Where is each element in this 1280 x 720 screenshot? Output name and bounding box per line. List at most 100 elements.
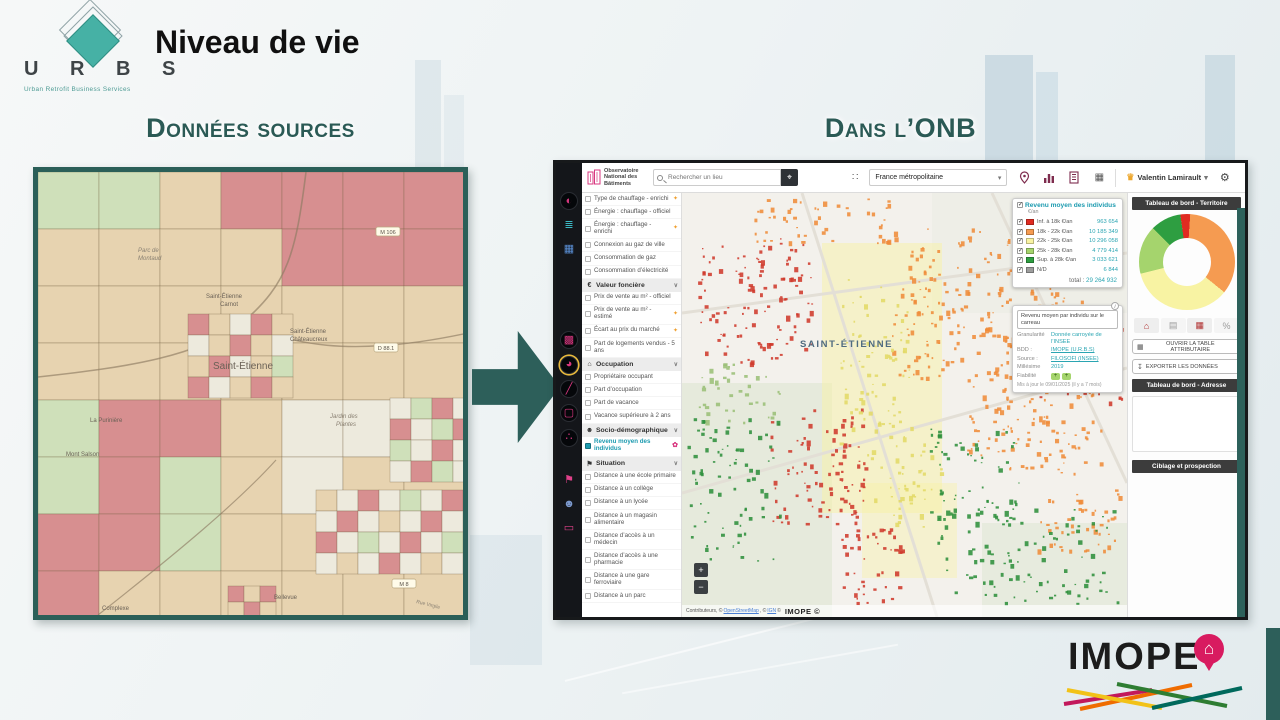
row-checkbox[interactable]: ✓ — [1017, 219, 1024, 226]
legend-row[interactable]: ✓ 25k - 28k €/an 4 779 414 — [1017, 247, 1118, 254]
select-area-icon[interactable]: ▢ — [560, 404, 578, 423]
compass-icon[interactable]: ◐ — [560, 192, 578, 211]
svg-text:D 88.1: D 88.1 — [378, 346, 394, 352]
imope-logo: IMOPE ⌂ — [1062, 634, 1257, 714]
layer-section[interactable]: ⌂ Occupation ∨ — [582, 358, 681, 372]
search-input[interactable] — [653, 169, 781, 186]
map-label: Complexe — [102, 606, 130, 612]
layer-item[interactable]: Distance à une école primaire — [582, 471, 681, 484]
map-label: Bellevue — [274, 595, 298, 601]
sparkle-icon: ✦ — [672, 310, 678, 317]
osm-link[interactable]: OpenStreetMap — [723, 608, 759, 614]
chevron-down-icon: ∨ — [673, 461, 678, 468]
layer-item[interactable]: Distance à un lycée — [582, 497, 681, 510]
geolocate-button[interactable]: ⌖ — [781, 169, 798, 186]
layer-item[interactable]: Consommation de gaz — [582, 252, 681, 266]
info-icon[interactable]: i — [1111, 302, 1119, 310]
layer-item[interactable]: Écart au prix du marché ✦ — [582, 325, 681, 338]
bar-chart-icon[interactable] — [1041, 170, 1057, 186]
layer-item[interactable]: Connexion au gaz de ville — [582, 239, 681, 253]
onb-map[interactable]: SAINT-ÉTIENNE ✓ Revenu moyen des individ… — [682, 193, 1127, 617]
address-dashboard-header: Tableau de bord - Adresse — [1132, 379, 1241, 392]
layer-item[interactable]: Vacance supérieure à 2 ans — [582, 410, 681, 424]
layer-item[interactable]: Part de logements vendus - 5 ans — [582, 338, 681, 359]
map-label: Saint-Étienne — [290, 328, 327, 335]
layer-item[interactable]: Prix de vente au m² - estimé ✦ — [582, 305, 681, 325]
legend-row[interactable]: ✓ N/D 6 844 — [1017, 267, 1118, 274]
layer-item-icon — [585, 536, 591, 543]
apps-icon[interactable]: ▦ — [563, 243, 575, 256]
layer-item-icon — [585, 593, 591, 600]
region-select[interactable]: France métropolitaine ▾ — [869, 169, 1008, 186]
onb-logo[interactable]: Observatoire National des Bâtiments — [587, 168, 649, 187]
city-label: SAINT-ÉTIENNE — [800, 339, 894, 350]
sparkle-icon: ✦ — [672, 225, 678, 232]
tab-table[interactable]: ▦ — [1187, 318, 1213, 333]
legend-row[interactable]: ✓ 18k - 22k €/an 10 185 349 — [1017, 228, 1118, 235]
bg-building — [985, 55, 1033, 163]
layer-item[interactable]: Distance d’accès à un médecin — [582, 530, 681, 551]
gear-icon[interactable]: ⚙ — [1219, 172, 1230, 184]
tab-buildings[interactable]: ▤ — [1160, 318, 1186, 333]
layer-item[interactable]: Part de vacance — [582, 397, 681, 411]
bg-building — [470, 535, 542, 665]
row-checkbox[interactable]: ✓ — [1017, 228, 1024, 235]
layer-section[interactable]: ☻ Socio-démographique ∨ — [582, 423, 681, 437]
apps-menu-icon[interactable]: ▦ — [1094, 172, 1105, 183]
metadata-row: Granularité Donnée carroyée de l’INSEE — [1017, 332, 1102, 345]
export-data-button[interactable]: ↧ EXPORTER LES DONNÉES — [1132, 359, 1241, 374]
layer-item[interactable]: Énergie : chauffage - enrichi ✦ — [582, 219, 681, 240]
layer-item[interactable]: Part d’occupation — [582, 384, 681, 398]
donut-tool-icon[interactable]: ◕ — [560, 355, 578, 374]
onb-topbar: Observatoire National des Bâtiments ⌖ ∷ … — [582, 163, 1245, 193]
layer-item[interactable]: Consommation d’électricité — [582, 266, 681, 279]
legend-row[interactable]: ✓ Sup. à 28k €/an 3 033 621 — [1017, 257, 1118, 264]
row-checkbox[interactable]: ✓ — [1017, 267, 1024, 274]
layer-item[interactable]: Type de chauffage - enrichi ✦ — [582, 193, 681, 207]
layer-item[interactable]: Distance à un collège — [582, 484, 681, 497]
layer-item[interactable]: Distance à une gare ferroviaire — [582, 570, 681, 591]
district-icon[interactable]: ▩ — [560, 331, 578, 350]
layer-item[interactable]: Distance d’accès à une pharmacie — [582, 550, 681, 571]
map-attribution: Contributeurs, © OpenStreetMap, © IGN © … — [682, 605, 1127, 617]
legend-row[interactable]: ✓ Inf. à 18k €/an 963 654 — [1017, 219, 1118, 226]
layer-item[interactable]: Revenu moyen des individus ✿ — [582, 437, 681, 457]
fullscreen-icon[interactable]: ∷ — [852, 172, 858, 183]
map-label: Montaud — [138, 256, 162, 262]
measure-icon[interactable]: ╱ — [560, 380, 578, 399]
tab-housing[interactable]: ⌂ — [1134, 318, 1159, 333]
legend-checkbox[interactable]: ✓ — [1017, 202, 1024, 208]
source-map-canvas: Parc de Montaud Saint-Étienne Carnot Saint-É… — [38, 172, 463, 615]
zoom-out-button[interactable]: − — [694, 580, 708, 594]
user-menu[interactable]: ♛ Valentin Lamirault ▾ — [1126, 172, 1207, 183]
zoom-in-button[interactable]: + — [694, 563, 708, 577]
ign-link[interactable]: IGN — [767, 608, 777, 614]
buildings-logo-icon — [587, 169, 601, 185]
download-icon: ↧ — [1137, 363, 1143, 371]
layer-item[interactable]: Énergie : chauffage - officiel — [582, 206, 681, 220]
bed-icon[interactable]: ▭ — [563, 522, 575, 535]
open-attribute-table-button[interactable]: ▦ OUVRIR LA TABLE ATTRIBUTAIRE — [1132, 339, 1241, 354]
color-swatch — [1026, 257, 1034, 264]
layers-icon[interactable]: ≣ — [564, 219, 574, 232]
layer-item[interactable]: Distance à un magasin alimentaire — [582, 510, 681, 531]
layer-section[interactable]: ⚑ Situation ∨ — [582, 456, 681, 471]
scatter-icon[interactable]: ∴ — [560, 428, 578, 447]
person-pin-icon[interactable]: ⚑ — [564, 473, 574, 486]
layer-item[interactable]: Distance à un parc — [582, 590, 681, 604]
building-icon[interactable] — [1066, 170, 1082, 186]
arrow — [472, 331, 560, 443]
tab-percent[interactable]: % — [1213, 318, 1239, 333]
legend-row[interactable]: ✓ 22k - 25k €/an 10 296 058 — [1017, 238, 1118, 245]
layer-item-icon — [585, 400, 591, 407]
row-checkbox[interactable]: ✓ — [1017, 238, 1024, 245]
layer-item[interactable]: Prix de vente au m² - officiel — [582, 292, 681, 305]
row-checkbox[interactable]: ✓ — [1017, 257, 1024, 264]
person-icon[interactable]: ☻ — [563, 498, 575, 511]
sparkle-icon: ✦ — [672, 195, 678, 202]
layer-section[interactable]: € Valeur foncière ∨ — [582, 278, 681, 292]
location-pin-icon[interactable] — [1016, 170, 1032, 186]
row-checkbox[interactable]: ✓ — [1017, 247, 1024, 254]
layer-item[interactable]: Propriétaire occupant — [582, 371, 681, 385]
divider — [1115, 168, 1117, 187]
